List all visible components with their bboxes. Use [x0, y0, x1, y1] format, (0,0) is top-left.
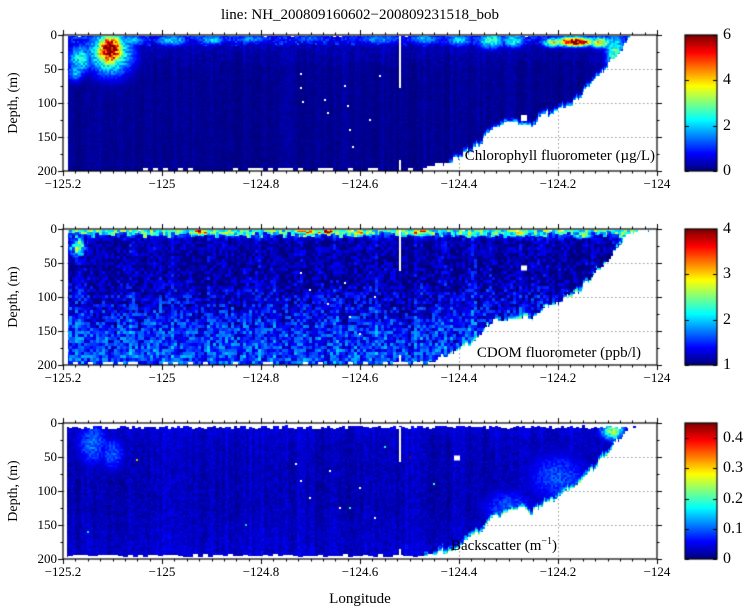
longitude-axis-label: Longitude	[329, 591, 391, 607]
y-tick-label: 100	[37, 289, 58, 304]
colorbar-tick-label: 2	[723, 117, 731, 134]
colorbar-tick-label: 0.3	[723, 459, 743, 476]
x-tick-label: −124.8	[242, 564, 280, 579]
colorbar-tick-label: 0	[723, 162, 731, 179]
colorbar-tick-label: 0.1	[723, 520, 743, 537]
colorbar-tick-label: 6	[723, 26, 731, 43]
y-tick-label: 50	[44, 61, 57, 76]
backscatter-panel-label: Backscatter (m−1)	[450, 536, 557, 554]
colorbar-tick-label: 4	[723, 71, 731, 88]
x-tick-label: −124.2	[539, 564, 577, 579]
y-tick-label: 100	[37, 95, 58, 110]
x-tick-label: −124.8	[242, 370, 280, 385]
y-tick-label: 200	[37, 551, 58, 566]
colorbar-tick-label: 0	[723, 550, 731, 567]
x-tick-label: −124.4	[440, 370, 478, 385]
y-tick-label: 150	[37, 323, 58, 338]
y-tick-label: 50	[44, 449, 57, 464]
x-tick-label: −125.2	[44, 370, 82, 385]
colorbar-tick-label: 1	[723, 356, 731, 373]
x-tick-label: −124.6	[341, 176, 379, 191]
y-tick-label: 0	[50, 221, 58, 236]
x-tick-label: −124.4	[440, 176, 478, 191]
chlorophyll-colorbar	[677, 27, 725, 179]
y-tick-label: 150	[37, 129, 58, 144]
y-tick-label: 150	[37, 517, 58, 532]
colorbar-tick-label: 4	[723, 220, 731, 237]
chlorophyll-heatmap	[55, 27, 665, 179]
x-tick-label: −124.8	[242, 176, 280, 191]
y-tick-label: 200	[37, 357, 58, 372]
y-tick-label: 0	[50, 415, 58, 430]
cdom-panel-label: CDOM fluorometer (ppb/l)	[476, 345, 641, 361]
chlorophyll-panel-label: Chlorophyll fluorometer (µg/L)	[464, 148, 655, 164]
x-tick-label: −125.2	[44, 564, 82, 579]
cdom-colorbar	[677, 221, 725, 373]
x-tick-label: −124.6	[341, 564, 379, 579]
x-tick-label: −125	[148, 564, 176, 579]
colorbar-tick-label: 3	[723, 265, 731, 282]
x-tick-label: −124	[643, 370, 671, 385]
x-tick-label: −124	[643, 176, 671, 191]
figure-title: line: NH_200809160602−200809231518_bob	[220, 7, 500, 23]
colorbar-tick-label: 0.2	[723, 490, 743, 507]
y-tick-label: 50	[44, 255, 57, 270]
y-tick-label: 200	[37, 163, 58, 178]
x-tick-label: −124.2	[539, 176, 577, 191]
backscatter-heatmap	[55, 415, 665, 567]
x-tick-label: −124.4	[440, 564, 478, 579]
x-tick-label: −125	[148, 370, 176, 385]
backscatter-colorbar	[677, 415, 725, 567]
y-tick-label: 0	[50, 27, 58, 42]
x-tick-label: −124	[643, 564, 671, 579]
x-tick-label: −124.2	[539, 370, 577, 385]
y-tick-label: 100	[37, 483, 58, 498]
colorbar-tick-label: 0.4	[723, 429, 743, 446]
x-tick-label: −125	[148, 176, 176, 191]
x-tick-label: −125.2	[44, 176, 82, 191]
x-tick-label: −124.6	[341, 370, 379, 385]
cdom-heatmap	[55, 221, 665, 373]
colorbar-tick-label: 2	[723, 311, 731, 328]
